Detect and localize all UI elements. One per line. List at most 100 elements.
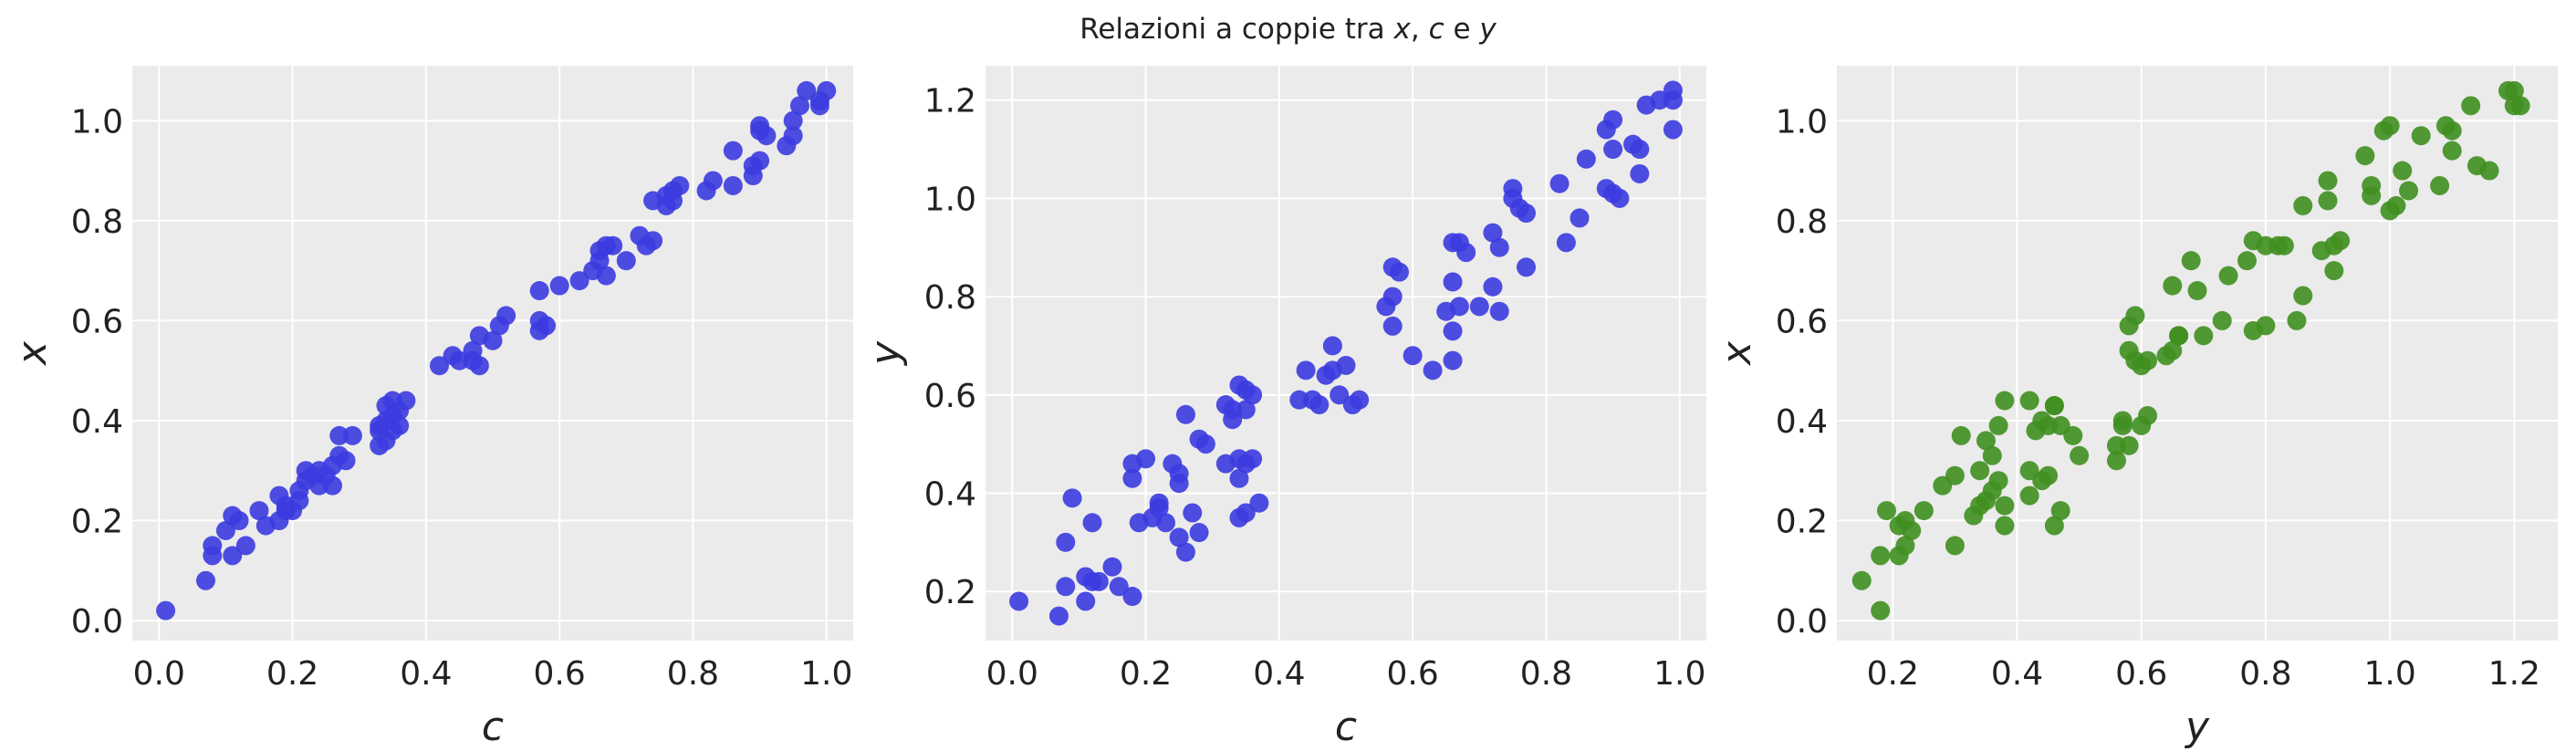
data-point [2138,350,2158,370]
data-point [529,281,549,301]
scatter-panel-2: 0.0 0.2 0.4 0.6 0.8 1.0 0.2 0.4 0.6 0.8 1.0 1.2 c y [862,66,1706,750]
data-point [2194,326,2214,346]
x-tick-label: 0.0 [133,655,185,693]
data-point [1089,571,1109,591]
data-point [2119,435,2139,455]
data-point [2125,306,2145,326]
data-point [1223,410,1243,430]
data-point [1175,542,1195,562]
figure-title: Relazioni a coppie tra x, c e y [1079,13,1497,46]
data-point [2070,445,2090,465]
data-point [1871,546,1891,566]
y-tick-label: 0.2 [1776,504,1828,541]
data-point [1236,400,1256,420]
y-tick-label: 1.2 [924,83,976,120]
data-point [2044,396,2064,416]
data-point [1570,208,1590,228]
data-point [1914,501,1934,521]
data-point [429,356,449,376]
data-point [1945,536,1965,556]
x-tick-label: 0.4 [1253,655,1305,693]
x-tick-label: 0.2 [266,655,318,693]
data-point [2442,120,2462,141]
x-tick-label: 1.0 [1653,655,1705,693]
data-point [1663,90,1683,110]
data-point [643,231,663,251]
x-tick-label: 0.6 [534,655,586,693]
data-point [2212,310,2232,330]
data-point [1995,495,2015,516]
data-point [1082,513,1102,533]
y-tick-label: 1.0 [71,103,123,141]
data-point [2044,516,2064,536]
x-tick-label: 1.0 [2363,655,2415,693]
data-point [703,171,723,191]
data-point [1122,468,1142,488]
data-point [2163,340,2183,360]
data-point [1650,90,1670,110]
data-point [1423,360,1443,381]
data-point [1403,346,1423,366]
data-point [469,356,489,376]
data-point [390,415,410,435]
data-point [2355,146,2375,166]
data-point [670,175,690,195]
data-point [2380,116,2400,136]
data-point [616,251,636,271]
data-point [1249,493,1269,513]
data-point [2218,266,2238,286]
x-tick-label: 0.0 [986,655,1038,693]
y-tick-label: 0.6 [924,378,976,415]
data-point [723,175,743,195]
data-point [1483,276,1503,297]
data-point [1556,233,1576,253]
data-point [2163,276,2183,296]
x-tick-label: 0.4 [1991,655,2043,693]
data-point [1009,591,1029,611]
x-tick-label: 0.6 [1387,655,1439,693]
data-point [2324,261,2344,281]
data-point [223,546,243,566]
data-point [235,536,256,556]
data-point [2430,175,2450,195]
data-point [2318,191,2338,211]
data-point [2442,141,2462,161]
data-point [1895,536,1915,556]
data-point [396,391,416,411]
data-point [1851,570,1872,590]
x-tick-label: 1.0 [800,655,852,693]
data-point [1517,257,1536,277]
data-point [2187,281,2207,301]
x-tick-label: 0.8 [2239,655,2291,693]
data-point [1483,223,1503,243]
data-point [2510,96,2530,116]
y-tick-label: 0.8 [924,279,976,317]
x-axis-label: c [1335,704,1357,750]
data-point [1489,237,1509,257]
data-point [1517,203,1536,224]
data-point [2479,161,2499,181]
data-point [1663,120,1683,140]
data-point [1056,577,1076,597]
y-tick-label: 0.2 [71,504,123,541]
data-point [2399,181,2419,201]
data-point [537,316,557,336]
data-point [783,126,803,146]
data-point [756,126,777,146]
data-point [1175,404,1195,424]
scatter-panel-3: 0.2 0.4 0.6 0.8 1.0 1.2 0.0 0.2 0.4 0.6 0.8 1.0 y x [1714,66,2558,750]
data-point [1469,297,1489,317]
data-point [2112,411,2133,431]
data-point [1988,415,2008,435]
data-point [1309,395,1330,415]
data-point [1136,449,1156,469]
data-point [1443,321,1463,341]
data-point [569,271,589,291]
data-point [1330,385,1350,405]
y-tick-label: 0.0 [71,603,123,641]
data-point [2039,465,2059,485]
data-point [789,96,809,116]
y-tick-label: 0.0 [1776,603,1828,641]
data-point [1995,516,2015,536]
